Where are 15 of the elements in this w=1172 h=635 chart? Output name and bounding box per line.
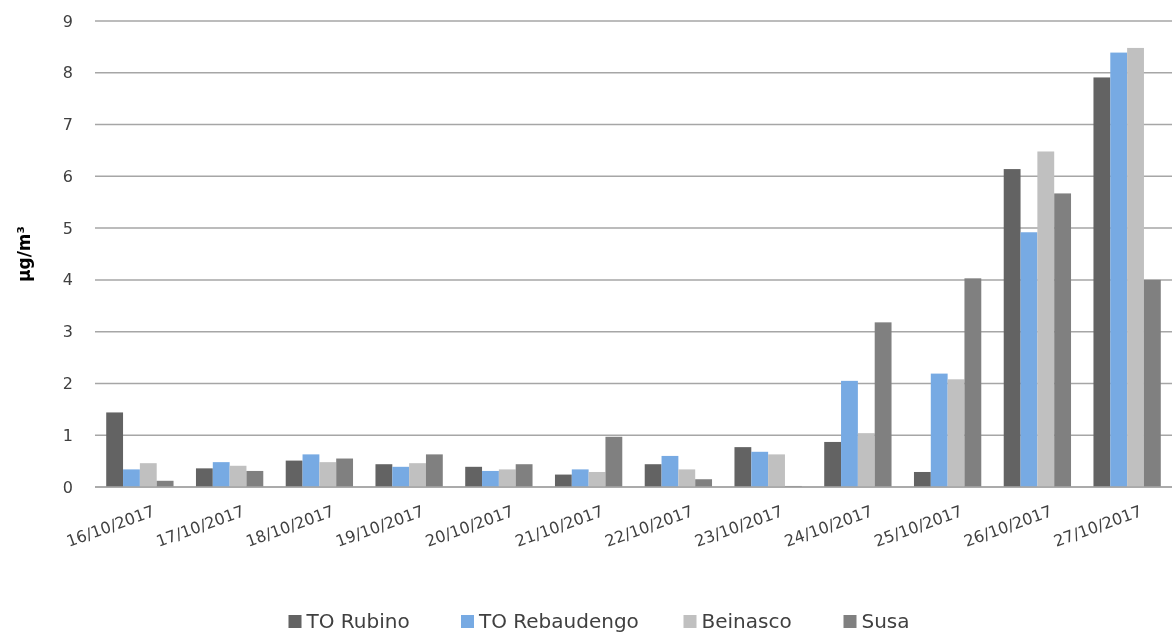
y-tick-label: 4 (62, 270, 73, 290)
legend-label: TO Rubino (305, 609, 410, 633)
legend-label: Beinasco (701, 609, 792, 633)
y-tick-label: 8 (62, 63, 73, 83)
y-tick-label: 0 (62, 477, 73, 497)
y-tick-label: 7 (62, 115, 73, 135)
legend-label: Susa (861, 609, 910, 633)
y-tick-label: 6 (62, 166, 73, 186)
y-tick-label: 1 (62, 425, 73, 445)
y-tick-label: 5 (62, 218, 73, 238)
y-tick-label: 9 (62, 11, 73, 31)
y-tick-label: 2 (62, 374, 73, 394)
y-axis-title: µg/m³ (14, 225, 34, 283)
y-tick-label: 3 (62, 322, 73, 342)
legend-label: TO Rebaudengo (478, 609, 639, 633)
